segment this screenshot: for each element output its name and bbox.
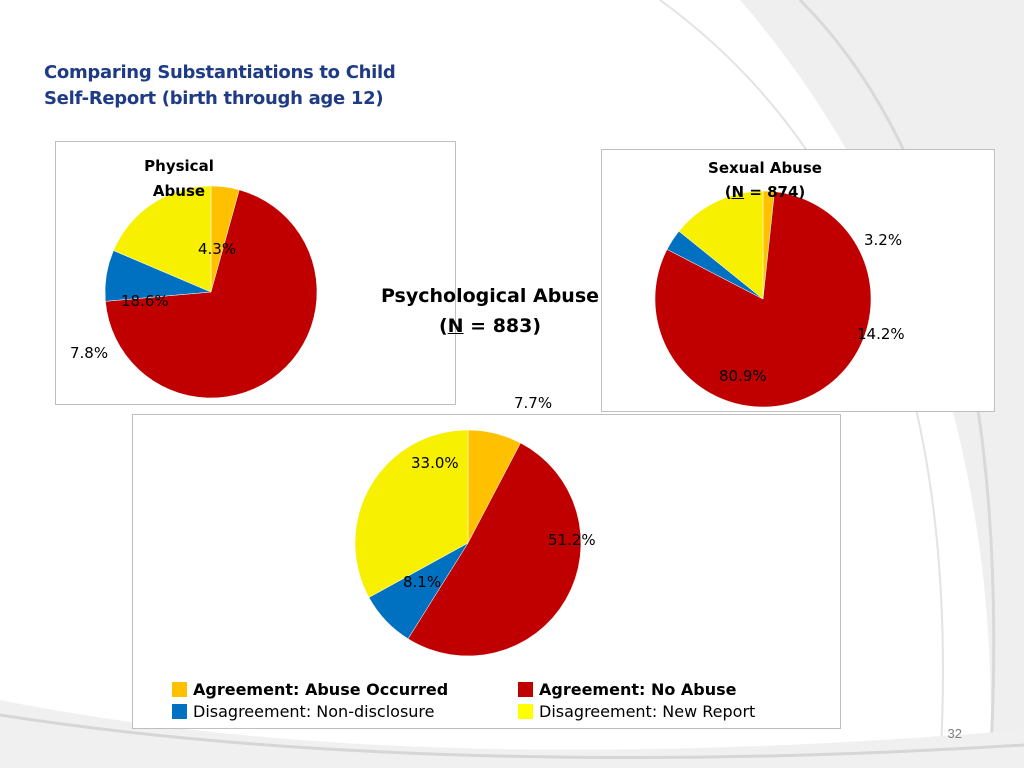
chart-legend: Agreement: Abuse Occurred Agreement: No … xyxy=(172,678,812,724)
sexual-label-no-abuse: 80.9% xyxy=(719,367,767,385)
psych-label-non-disclosure: 8.1% xyxy=(403,573,442,591)
psych-title-open: ( xyxy=(438,315,448,337)
psych-title-line2: (N = 883) xyxy=(368,311,612,341)
psychological-abuse-chart-title: Psychological Abuse (N = 883) xyxy=(368,281,612,341)
legend-label-no-abuse: Agreement: No Abuse xyxy=(539,679,737,699)
physical-title-line2: Abuse xyxy=(152,182,206,200)
physical-label-non-disclosure: 7.8% xyxy=(70,344,109,362)
physical-title-line1: Physical xyxy=(144,157,214,175)
sexual-label-non-disclosure: 3.2% xyxy=(864,231,903,249)
sexual-label-new-report: 14.2% xyxy=(857,325,905,343)
slide-title: Comparing Substantiations to Child Self-… xyxy=(44,60,396,112)
physical-abuse-chart-title: Physical Abuse xyxy=(120,154,238,204)
sexual-title-open: ( xyxy=(724,183,732,201)
slide-title-line1: Comparing Substantiations to Child xyxy=(44,62,396,83)
sexual-slice-no-abuse xyxy=(654,191,872,408)
legend-swatch-new-report xyxy=(518,703,533,719)
psych-title-count: = 883) xyxy=(463,315,542,337)
physical-abuse-pie xyxy=(104,185,318,399)
psych-title-line1: Psychological Abuse xyxy=(380,285,600,307)
physical-label-abuse-occurred: 4.3% xyxy=(198,240,237,258)
legend-swatch-abuse-occurred xyxy=(172,681,187,697)
physical-slice-new-report xyxy=(113,185,212,293)
psych-label-abuse-occurred: 7.7% xyxy=(514,394,553,412)
sexual-title-line1: Sexual Abuse xyxy=(708,159,822,177)
sexual-title-count: = 874) xyxy=(744,183,806,201)
sexual-abuse-chart-title: Sexual Abuse (N = 874) xyxy=(690,156,840,204)
legend-swatch-non-disclosure xyxy=(172,703,187,719)
psych-slice-new-report xyxy=(354,429,469,598)
legend-swatch-no-abuse xyxy=(518,681,533,697)
page-number: 32 xyxy=(947,726,962,741)
legend-item-no-abuse: Agreement: No Abuse xyxy=(518,678,737,700)
slide-title-line2: Self-Report (birth through age 12) xyxy=(44,88,384,109)
legend-label-non-disclosure: Disagreement: Non-disclosure xyxy=(193,701,435,721)
psych-title-n: N xyxy=(447,315,464,337)
legend-item-non-disclosure: Disagreement: Non-disclosure xyxy=(172,700,434,722)
legend-label-abuse-occurred: Agreement: Abuse Occurred xyxy=(193,679,449,699)
psychological-abuse-pie xyxy=(354,429,582,657)
psych-label-new-report: 33.0% xyxy=(411,454,459,472)
sexual-slice-new-report xyxy=(678,190,764,300)
psych-label-no-abuse: 51.2% xyxy=(548,531,596,549)
psych-slice-no-abuse xyxy=(407,442,582,657)
legend-label-new-report: Disagreement: New Report xyxy=(539,701,756,721)
sexual-title-n: N xyxy=(731,183,745,201)
sexual-title-line2: (N = 874) xyxy=(690,180,840,204)
legend-item-abuse-occurred: Agreement: Abuse Occurred xyxy=(172,678,448,700)
physical-slice-no-abuse xyxy=(105,189,318,399)
legend-item-new-report: Disagreement: New Report xyxy=(518,700,755,722)
sexual-abuse-pie xyxy=(654,190,872,408)
physical-label-new-report: 18.6% xyxy=(121,292,169,310)
